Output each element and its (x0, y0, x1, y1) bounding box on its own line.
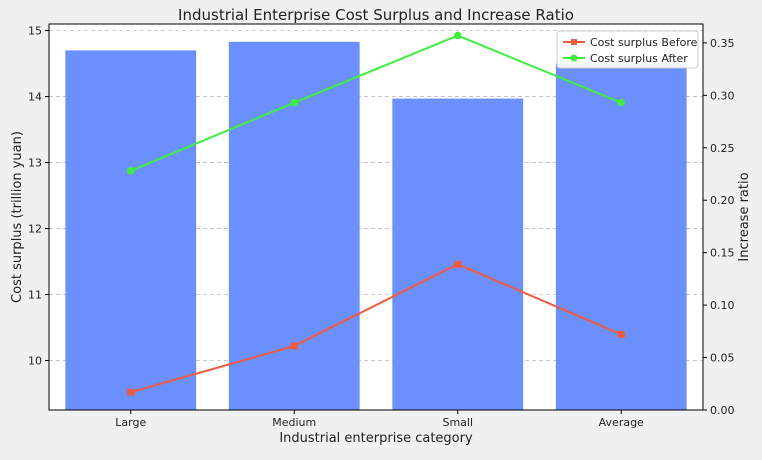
y-left-tick-label: 11 (28, 289, 42, 302)
bar (65, 50, 197, 411)
y-right-tick-label: 0.15 (710, 247, 735, 260)
y-left-tick-label: 13 (28, 157, 42, 170)
x-axis-label: Industrial enterprise category (279, 431, 473, 446)
y-right-tick-label: 0.05 (710, 352, 735, 365)
data-point-circle (453, 31, 462, 40)
legend-label-after: Cost surplus After (590, 52, 688, 65)
data-point-circle (126, 167, 135, 175)
x-tick-label: Large (115, 416, 146, 429)
lines (126, 31, 626, 396)
y-right-tick-label: 0.00 (710, 404, 735, 417)
series-line (130, 263, 622, 394)
legend-label-before: Cost surplus Before (590, 36, 698, 49)
y-right-tick-label: 0.20 (710, 194, 735, 207)
y-axis-right-label: Increase ratio (737, 172, 752, 261)
x-tick-label: Small (442, 416, 473, 429)
y-axis-left-label: Cost surplus (trillion yuan) (10, 131, 25, 303)
legend-marker-before (571, 39, 577, 45)
y-right-tick-label: 0.35 (710, 37, 735, 50)
y-left-tick-label: 10 (28, 355, 42, 368)
bar (392, 98, 524, 411)
data-point-square (454, 260, 462, 268)
data-point-square (290, 342, 298, 350)
legend: Cost surplus Before Cost surplus After (556, 30, 699, 69)
data-point-circle (617, 98, 626, 107)
data-point-circle (290, 98, 299, 107)
chart-title: Industrial Enterprise Cost Surplus and I… (178, 6, 574, 24)
y-right-tick-label: 0.25 (710, 142, 735, 155)
y-right-tick-label: 0.10 (710, 299, 735, 312)
legend-marker-after (570, 54, 578, 62)
y-left-tick-label: 14 (28, 91, 42, 104)
x-tick-label: Average (599, 416, 644, 429)
y-left-tick-label: 12 (28, 223, 42, 236)
bars (65, 41, 687, 411)
y-right-tick-label: 0.30 (710, 89, 735, 102)
y-left-tick-label: 15 (28, 25, 42, 38)
plot-frame (48, 23, 704, 411)
bar (555, 63, 687, 410)
data-point-square (617, 330, 625, 338)
legend-box (556, 30, 699, 69)
data-point-square (127, 388, 135, 396)
axes: 10 11 12 13 14 15 0.00 0.05 0.10 0.15 0.20 0.25 0.30… (28, 25, 735, 429)
bar (228, 41, 360, 411)
x-tick-label: Medium (272, 416, 316, 429)
series-line (130, 34, 622, 172)
